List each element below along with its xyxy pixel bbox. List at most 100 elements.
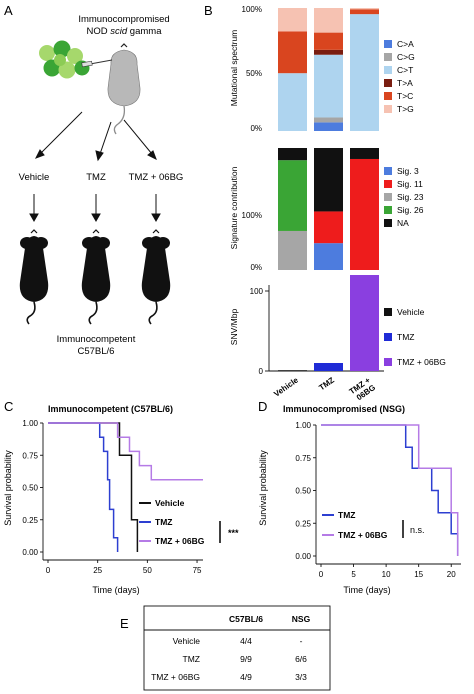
table-cell-1-1: 9/9 (240, 654, 252, 664)
mutational_spectrum-legend-label-3: T>A (397, 78, 413, 88)
survival_c57bl6-xtick-3: 75 (193, 566, 202, 575)
survival_nsg-line-1 (321, 424, 459, 556)
group-label-vehicle: Vehicle (19, 172, 50, 183)
table-cell-2-0: TMZ + 06BG (151, 672, 200, 682)
c-significance: *** (228, 528, 239, 538)
c57bl6-mouse-icon-2 (81, 229, 111, 325)
c-title: Immunocompetent (C57BL/6) (48, 404, 173, 414)
signature_contribution-bar-1-1 (314, 211, 343, 244)
survival_c57bl6-legend-label-2: TMZ + 06BG (155, 536, 205, 546)
survival_nsg-xtick-2: 10 (382, 570, 391, 579)
b1-ytick-100: 100% (242, 5, 262, 14)
mutational_spectrum-legend-label-2: C>T (397, 65, 413, 75)
snv-xtick-0: Vehicle (272, 375, 300, 399)
snv-xtick-1: TMZ (317, 375, 336, 392)
survival_nsg-ytick-3: 0.75 (295, 454, 311, 463)
mutational_spectrum-bar-1-2 (314, 54, 343, 118)
b1-ylabel: Mutational spectrum (229, 30, 239, 107)
mutational_spectrum-bar-1-0 (314, 122, 343, 131)
group-label-tmz-06bg: TMZ + 06BG (129, 172, 184, 183)
table-cell-2-2: 3/3 (295, 672, 307, 682)
survival_nsg-ytick-0: 0.00 (295, 552, 311, 561)
survival_nsg-xtick-4: 20 (447, 570, 456, 579)
survival_c57bl6-ytick-1: 0.25 (22, 516, 38, 525)
mutational_spectrum-legend-swatch-1 (384, 53, 392, 61)
signature_contribution-legend-swatch-2 (384, 193, 392, 201)
d-legend: TMZ TMZ + 06BG (322, 510, 388, 540)
table-cell-2-1: 4/9 (240, 672, 252, 682)
b3-legend: Vehicle TMZ TMZ + 06BG (384, 307, 446, 367)
survival_c57bl6-line-2 (48, 422, 203, 481)
snv-legend-label-2: TMZ + 06BG (397, 357, 446, 367)
survival_nsg-xtick-1: 5 (351, 570, 356, 579)
d-xlabel: Time (days) (343, 585, 390, 595)
mutational_spectrum-legend-label-4: T>C (397, 91, 413, 101)
mutational_spectrum-bar-2-5 (350, 8, 379, 10)
signature_contribution-legend-swatch-1 (384, 180, 392, 188)
survival_c57bl6-line-0 (48, 422, 139, 552)
snv-legend-swatch-0 (384, 308, 392, 316)
mutational_spectrum-bar-0-4 (278, 31, 307, 74)
mutational_spectrum-legend-swatch-0 (384, 40, 392, 48)
b1-ytick-50: 50% (246, 69, 262, 78)
signature_contribution-legend-swatch-4 (384, 219, 392, 227)
signature_contribution-legend-label-4: NA (397, 218, 409, 228)
survival_nsg-xtick-3: 15 (414, 570, 423, 579)
chart-survival-c57bl6: Immunocompetent (C57BL/6) Survival proba… (3, 404, 239, 595)
survival_nsg-ytick-4: 1.00 (295, 421, 311, 430)
table-cell-1-0: TMZ (183, 654, 200, 664)
survival_c57bl6-ytick-2: 0.50 (22, 484, 38, 493)
survival_nsg-legend-label-0: TMZ (338, 510, 355, 520)
signature_contribution-legend-swatch-3 (384, 206, 392, 214)
survival_c57bl6-legend-label-1: TMZ (155, 517, 172, 527)
chart-snv-per-mbp: SNV/Mbp 0 100 Vehicle TMZ TMZ +06BG Vehicl… (229, 275, 446, 403)
survival_nsg-xtick-0: 0 (319, 570, 324, 579)
survival_c57bl6-xtick-2: 50 (143, 566, 152, 575)
snv-legend-swatch-2 (384, 358, 392, 366)
b2-ytick-0: 0% (250, 263, 262, 272)
signature_contribution-legend-label-3: Sig. 26 (397, 205, 424, 215)
d-title: Immunocompromised (NSG) (283, 404, 405, 414)
mutational_spectrum-legend-label-1: C>G (397, 52, 415, 62)
mutational_spectrum-legend-swatch-3 (384, 79, 392, 87)
mutational_spectrum-bar-2-4 (350, 9, 379, 15)
immunocompetent-label: Immunocompetent (57, 334, 136, 345)
b2-ytick-100: 100% (242, 211, 262, 220)
signature_contribution-bar-1-4 (314, 148, 343, 212)
survival_nsg-ytick-2: 0.50 (295, 487, 311, 496)
survival_c57bl6-xtick-1: 25 (93, 566, 102, 575)
c57bl6-mouse-icon-1 (19, 229, 49, 325)
snv-xtick-2: TMZ +06BG (348, 375, 378, 403)
survival_nsg-ytick-1: 0.25 (295, 519, 311, 528)
mutational_spectrum-legend-swatch-5 (384, 105, 392, 113)
panel-a-schematic: Immunocompromised NOD scid gamma (19, 14, 184, 357)
nsg-mouse-icon (107, 43, 141, 135)
mutational_spectrum-bar-0-2 (278, 73, 307, 131)
mutational_spectrum-legend-swatch-2 (384, 66, 392, 74)
immunocompromised-label: Immunocompromised (78, 14, 169, 25)
table-e: C57BL/6 NSG Vehicle 4/4 - TMZ 9/9 6/6 TMZ + 06… (143, 605, 331, 691)
signature_contribution-bar-0-2 (278, 230, 307, 270)
snv-legend-label-1: TMZ (397, 332, 414, 342)
mutational_spectrum-bar-0-5 (278, 8, 307, 32)
table-header-nsg: NSG (292, 614, 311, 624)
table-cell-0-1: 4/4 (240, 636, 252, 646)
survival_nsg-legend-label-1: TMZ + 06BG (338, 530, 388, 540)
tumor-cells-icon (39, 40, 90, 79)
group-label-tmz: TMZ (86, 172, 106, 183)
chart-mutational-spectrum: Mutational spectrum 0% 50% 100% C>AC>GC>… (229, 5, 415, 133)
b2-legend: Sig. 3 Sig. 11 Sig. 23 Sig. 26 NA (384, 166, 424, 228)
b1-legend: C>A C>G C>T T>A T>C T>G (384, 39, 415, 114)
signature_contribution-bar-2-1 (350, 158, 379, 270)
signature_contribution-bar-0-4 (278, 148, 307, 161)
panel-letter-d: D (258, 399, 267, 414)
d-ylabel: Survival probability (258, 450, 268, 526)
panel-letter-a: A (4, 3, 13, 18)
mutational_spectrum-bar-2-2 (350, 14, 379, 131)
survival_c57bl6-line-1 (48, 422, 119, 552)
down-arrows (29, 194, 161, 223)
b3-ytick-100: 100 (250, 287, 264, 296)
mutational_spectrum-bar-1-1 (314, 117, 343, 123)
panel-letter-c: C (4, 399, 13, 414)
b1-ytick-0: 0% (250, 124, 262, 133)
